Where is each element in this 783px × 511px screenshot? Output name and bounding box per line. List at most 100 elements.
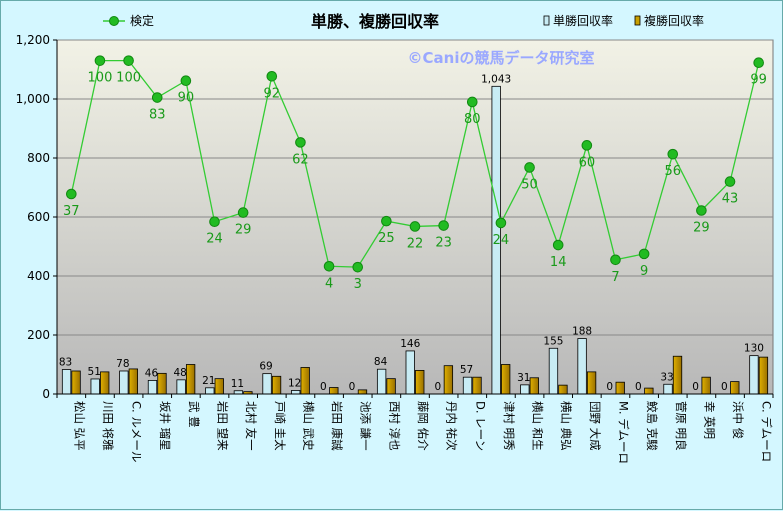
legend-bar2-label: 複勝回収率 (644, 13, 704, 28)
x-category-label: 戸崎 圭太 (273, 401, 287, 451)
bar-tansho (548, 347, 559, 395)
bar-fukusho (501, 364, 511, 395)
bar-data-label: 78 (116, 358, 129, 370)
bar-fukusho (644, 387, 654, 395)
line-data-label: 100 (116, 71, 141, 86)
legend-line-label: 検定 (130, 13, 154, 28)
bar-data-label: 48 (173, 367, 186, 379)
line-data-label: 3 (354, 277, 362, 292)
x-category-label: 幸 英明 (702, 401, 716, 439)
line-data-label: 24 (493, 233, 510, 248)
bar-tansho (520, 384, 530, 395)
line-data-label: 29 (235, 223, 252, 238)
legend-bar1-swatch (543, 15, 550, 26)
line-marker (753, 57, 764, 69)
line-marker (94, 55, 106, 66)
x-category-label: 松山 弘平 (72, 401, 86, 451)
bar-fukusho (615, 381, 625, 395)
line-marker (209, 216, 220, 228)
line-marker (724, 176, 736, 187)
x-category-label: 武 豊 (187, 401, 201, 428)
bar-data-label: 0 (606, 381, 613, 393)
bar-tansho (147, 380, 158, 395)
bar-tansho (663, 383, 673, 395)
x-category-label: 菅原 明良 (674, 401, 688, 451)
bar-data-label: 69 (259, 361, 272, 373)
bar-data-label: 0 (349, 381, 356, 393)
line-marker (696, 205, 707, 216)
line-marker (552, 239, 564, 251)
x-category-label: 団野 大成 (588, 401, 602, 451)
chart-title: 単勝、複勝回収率 (311, 12, 439, 31)
x-category-label: 鮫島 克駿 (645, 401, 659, 451)
y-tick-label: 800 (27, 151, 50, 165)
x-category-label: D. レーン (473, 401, 487, 451)
bar-tansho (577, 338, 587, 395)
x-category-label: C. ルメール (130, 401, 144, 462)
bar-data-label: 83 (59, 357, 72, 369)
bar-fukusho (730, 381, 740, 395)
legend-bar2-swatch (634, 15, 641, 26)
legend-line-marker (109, 16, 119, 26)
line-marker (266, 70, 278, 82)
line-marker (466, 96, 478, 108)
bar-fukusho (472, 376, 482, 395)
bar-fukusho (271, 375, 282, 395)
bar-tansho (462, 376, 473, 395)
bar-fukusho (357, 389, 368, 395)
y-axis: 0 200 400 600 800 1,000 1,200 (16, 33, 58, 401)
bar-fukusho (71, 370, 81, 395)
bar-fukusho (157, 372, 167, 395)
bar-data-label: 146 (400, 338, 420, 350)
bar-data-label: 12 (288, 377, 301, 389)
y-tick-label: 1,000 (16, 92, 50, 106)
bar-data-label: 46 (145, 367, 159, 379)
line-marker (581, 140, 593, 151)
line-data-label: 99 (750, 73, 767, 88)
bar-fukusho (672, 355, 683, 395)
bar-tansho (262, 373, 272, 395)
bar-data-label: 0 (721, 381, 728, 393)
line-data-label: 60 (579, 155, 596, 170)
bar-tansho (61, 369, 72, 395)
gridlines (57, 39, 773, 336)
bar-data-label: 84 (374, 356, 388, 368)
bar-fukusho (185, 364, 196, 395)
bar-fukusho (214, 378, 224, 395)
line-data-label: 23 (435, 236, 452, 251)
x-axis: 松山 弘平 川田 将雅 C. ルメール 坂井 瑠星 武 豊 岩田 望来 北村 友一 戸崎 圭太… (56, 393, 774, 464)
bar-tansho (119, 370, 129, 395)
bar-data-label: 0 (320, 381, 327, 393)
bar-fukusho (329, 387, 339, 395)
y-tick-label: 400 (27, 269, 50, 283)
y-tick-label: 0 (42, 387, 50, 401)
line-marker (323, 260, 335, 272)
bar-fukusho (415, 369, 425, 395)
bar-fukusho (701, 376, 711, 395)
line-marker (180, 75, 192, 87)
line-marker (495, 217, 507, 229)
line-marker (237, 207, 249, 218)
bar-data-label: 0 (635, 381, 642, 393)
bar-tansho (205, 387, 215, 395)
bar-data-label: 0 (435, 381, 442, 393)
line-data-label: 14 (550, 255, 567, 270)
line-data-label: 56 (664, 164, 681, 179)
line-data-label: 90 (178, 91, 195, 106)
x-category-label: M. デムーロ (616, 401, 630, 464)
bar-data-label: 1,043 (481, 73, 511, 85)
bar-fukusho (529, 377, 539, 395)
legend: 検定 単勝回収率 複勝回収率 (103, 13, 704, 28)
line-marker (295, 137, 306, 148)
bar-tansho (90, 378, 100, 395)
y-tick-label: 200 (27, 328, 50, 342)
x-category-label: 丹内 祐次 (445, 401, 459, 451)
bar-data-label: 33 (660, 371, 673, 383)
line-marker (409, 221, 421, 232)
x-category-label: 川田 将雅 (101, 401, 115, 451)
x-category-label: 岩田 康誠 (330, 401, 344, 451)
y-tick-label: 600 (27, 210, 50, 224)
line-data-label: 43 (722, 192, 739, 207)
